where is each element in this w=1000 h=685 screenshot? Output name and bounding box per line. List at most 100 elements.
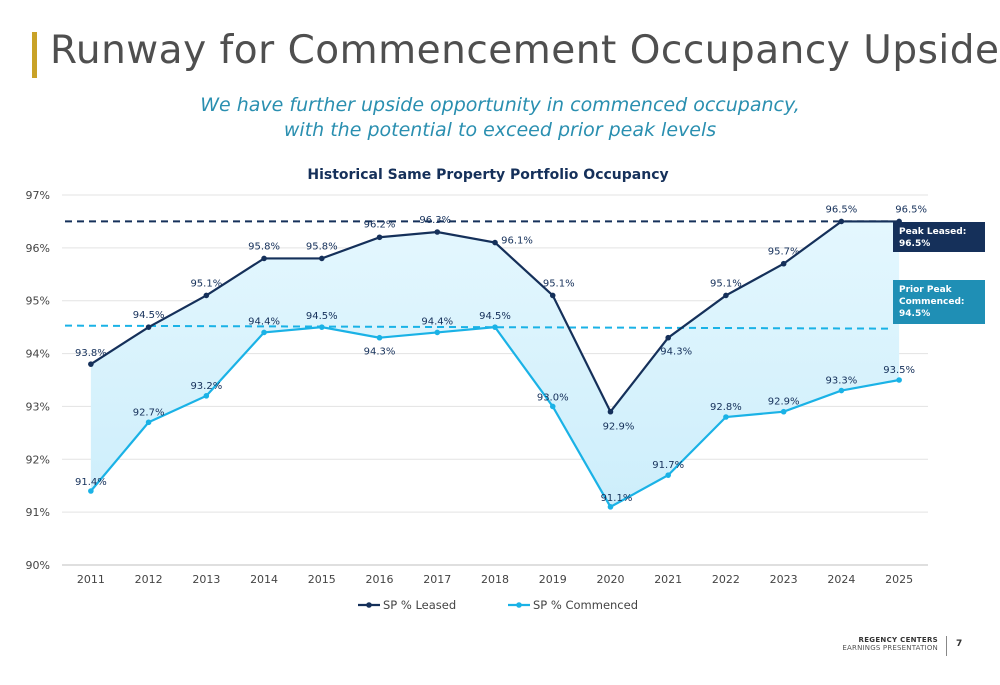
leased-point [376, 234, 383, 241]
commenced-point [88, 488, 94, 494]
leased-point [549, 292, 556, 299]
occupancy-gap-area [90, 221, 900, 507]
legend-commenced-marker [516, 602, 522, 608]
leased-data-label: 95.1% [543, 278, 575, 289]
leased-data-label: 95.8% [248, 241, 280, 252]
commenced-data-label: 94.3% [364, 347, 396, 358]
commenced-point [203, 393, 210, 399]
y-tick-label: 91% [26, 506, 50, 519]
x-tick-label: 2011 [77, 573, 105, 586]
leased-point [723, 292, 729, 299]
x-tick-label: 2024 [827, 573, 855, 586]
legend-leased-label: SP % Leased [383, 598, 456, 612]
y-tick-label: 94% [26, 348, 50, 361]
x-tick-label: 2022 [712, 573, 740, 586]
x-tick-label: 2020 [596, 573, 624, 586]
prior-annotation-label-1: Prior Peak [899, 285, 952, 295]
y-tick-label: 97% [26, 189, 50, 202]
leased-point [434, 229, 441, 235]
leased-data-label: 95.7% [768, 247, 800, 258]
commenced-point [549, 403, 556, 410]
prior-annotation-value: 94.5% [899, 309, 931, 319]
commenced-point [492, 324, 498, 330]
brand-name: REGENCY CENTERS [858, 636, 938, 644]
x-tick-label: 2021 [654, 573, 682, 586]
peak-leased-annotation: Peak Leased: 96.5% [893, 222, 985, 252]
leased-data-label: 95.1% [190, 278, 222, 289]
commenced-data-label: 92.8% [710, 402, 742, 413]
commenced-data-label: 93.2% [190, 381, 222, 392]
legend-commenced-label: SP % Commenced [533, 598, 638, 612]
x-tick-label: 2014 [250, 573, 278, 586]
x-tick-label: 2023 [770, 573, 798, 586]
commenced-data-label: 92.7% [133, 407, 165, 418]
commenced-data-label: 93.3% [826, 376, 858, 387]
leased-data-label: 95.8% [306, 241, 338, 252]
y-tick-label: 95% [26, 295, 50, 308]
leased-data-label: 96.2% [364, 219, 396, 230]
leased-data-label: 94.5% [133, 310, 165, 321]
subtitle-line-1: We have further upside opportunity in co… [200, 94, 800, 116]
footer-divider [946, 636, 947, 656]
commenced-data-label: 94.4% [248, 316, 280, 327]
commenced-data-label: 93.0% [537, 392, 569, 403]
commenced-point [838, 387, 845, 394]
leased-data-label: 96.5% [895, 204, 927, 215]
commenced-point [376, 334, 383, 341]
peak-annotation-value: 96.5% [899, 239, 931, 249]
subtitle-line-2: with the potential to exceed prior peak … [283, 119, 717, 141]
x-tick-label: 2012 [135, 573, 163, 586]
leased-data-label: 92.9% [603, 422, 635, 433]
commenced-point [145, 419, 152, 426]
x-tick-label: 2013 [192, 573, 220, 586]
prior-peak-commenced-annotation: Prior Peak Commenced: 94.5% [893, 280, 985, 324]
y-tick-label: 96% [26, 242, 50, 255]
leased-data-label: 96.3% [419, 215, 451, 226]
x-tick-label: 2019 [539, 573, 567, 586]
leased-data-label: 95.1% [710, 278, 742, 289]
prior-peak-commenced-reference-line [64, 324, 894, 330]
leased-point [838, 218, 845, 225]
commenced-point [896, 377, 902, 383]
commenced-data-label: 94.4% [421, 316, 453, 327]
leased-point [261, 255, 267, 262]
x-tick-label: 2025 [885, 573, 913, 586]
commenced-data-label: 92.9% [768, 397, 800, 408]
leased-point [88, 361, 94, 367]
x-tick-label: 2016 [366, 573, 394, 586]
commenced-point [780, 408, 787, 415]
commenced-point [434, 329, 441, 336]
commenced-point [261, 329, 267, 336]
commenced-data-label: 93.5% [883, 365, 915, 376]
page-number: 7 [956, 639, 963, 649]
leased-data-label: 96.1% [501, 236, 533, 247]
brand-subtitle: EARNINGS PRESENTATION [842, 644, 938, 652]
x-tick-label: 2017 [423, 573, 451, 586]
leased-point [492, 239, 498, 246]
y-tick-label: 93% [26, 400, 50, 413]
legend-leased-marker [366, 602, 372, 608]
leased-point [665, 334, 671, 341]
brand-footer: REGENCY CENTERS EARNINGS PRESENTATION [842, 636, 938, 652]
y-tick-label: 90% [26, 559, 50, 572]
leased-point [145, 324, 152, 330]
commenced-data-label: 91.1% [601, 493, 633, 504]
commenced-data-label: 91.7% [652, 460, 684, 471]
y-tick-label: 92% [26, 453, 50, 466]
leased-point [780, 260, 787, 267]
commenced-data-label: 94.5% [306, 311, 338, 322]
leased-point [319, 255, 325, 262]
prior-annotation-label-2: Commenced: [899, 297, 965, 307]
leased-data-label: 96.5% [826, 204, 858, 215]
leased-data-label: 93.8% [75, 348, 107, 359]
leased-point [607, 408, 614, 415]
commenced-point [723, 414, 729, 420]
x-tick-label: 2018 [481, 573, 509, 586]
commenced-point [665, 472, 671, 478]
slide-title: Runway for Commencement Occupancy Upside [50, 28, 1000, 73]
chart-title: Historical Same Property Portfolio Occup… [307, 167, 668, 183]
commenced-data-label: 91.4% [75, 477, 107, 488]
x-tick-label: 2015 [308, 573, 336, 586]
commenced-point [607, 504, 614, 510]
